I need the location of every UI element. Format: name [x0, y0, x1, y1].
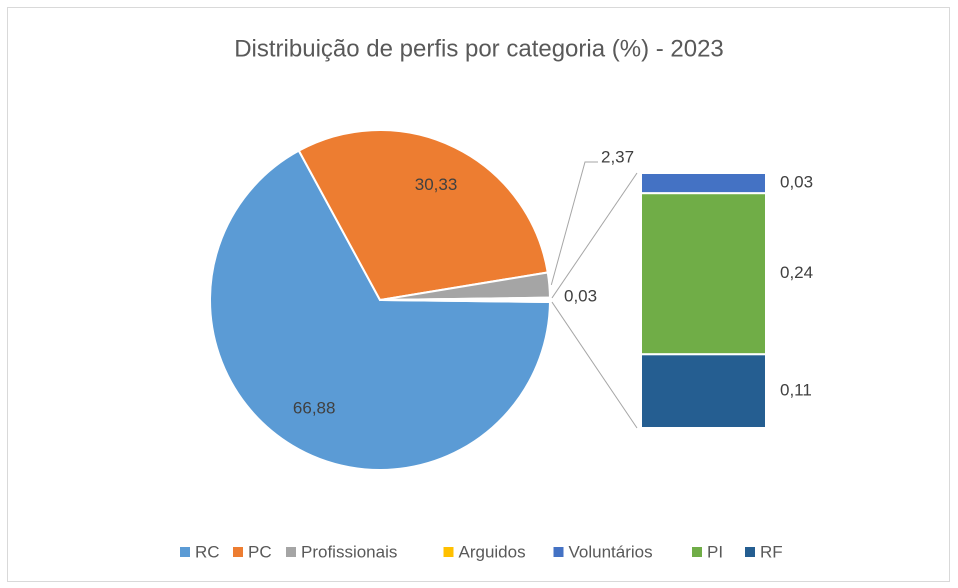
data-label: 66,88	[293, 399, 336, 418]
legend-swatch	[553, 547, 564, 557]
bar-segment	[640, 353, 767, 429]
connector-line	[551, 172, 638, 299]
data-label: 30,33	[415, 175, 458, 194]
legend-swatch	[692, 547, 702, 557]
data-label: 0,03	[564, 286, 597, 305]
data-label: 0,03	[780, 173, 813, 192]
legend-label: PI	[707, 542, 723, 561]
legend-label: RC	[195, 542, 220, 561]
data-label: 0,11	[780, 381, 812, 400]
data-label: 0,24	[780, 263, 813, 282]
legend-label: Profissionais	[301, 542, 397, 561]
legend-swatch	[286, 547, 296, 557]
legend-label: Voluntários	[569, 542, 653, 561]
legend-label: PC	[248, 542, 272, 561]
legend-swatch	[745, 547, 755, 557]
data-label: 2,37	[601, 147, 634, 166]
chart-title: Distribuição de perfis por categoria (%)…	[234, 35, 724, 62]
bar-segment	[640, 192, 767, 356]
legend-swatch	[443, 547, 454, 557]
legend-label: Arguidos	[459, 542, 526, 561]
bar-segment	[640, 172, 767, 195]
pie-slice	[209, 149, 552, 471]
legend-swatch	[180, 547, 190, 557]
connector-line	[551, 301, 638, 429]
legend-swatch	[233, 547, 243, 557]
leader-line	[550, 161, 598, 285]
legend-label: RF	[760, 542, 783, 561]
pie-slice	[297, 129, 549, 302]
pie-other-slice	[379, 296, 552, 304]
